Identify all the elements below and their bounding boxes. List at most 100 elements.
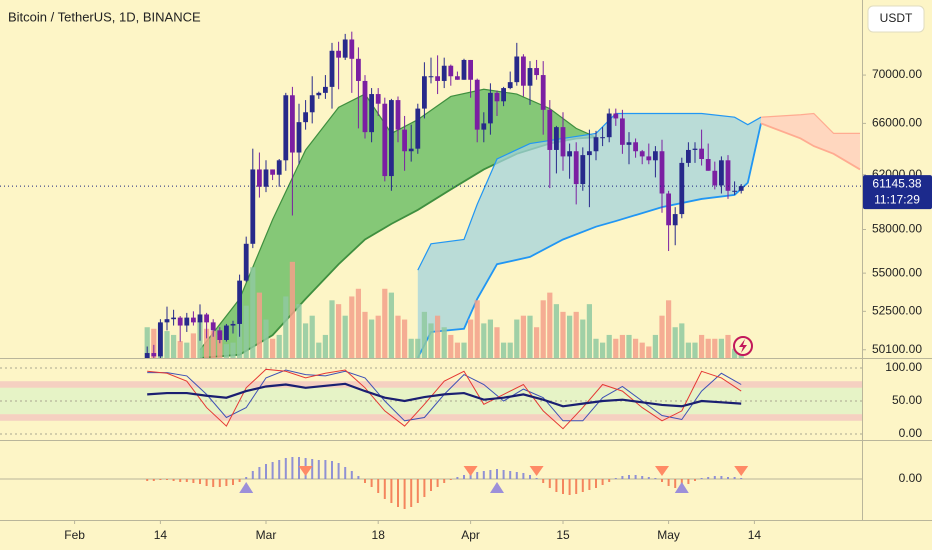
histogram-bar [733,477,736,479]
histogram-bar [628,475,630,479]
histogram-bar [311,459,314,479]
histogram-bar [548,479,551,488]
candle-body [177,317,183,326]
histogram-bar [166,479,168,480]
histogram-bar [515,472,518,479]
candle-body [501,88,506,102]
histogram-bar [397,479,399,507]
histogram-bar [476,472,479,479]
volume-bar [454,342,460,358]
histogram-bar [654,478,657,479]
volume-bar [428,323,434,358]
volume-bar [501,342,507,358]
cloud-upper [760,112,860,135]
cloud-fill [761,113,860,170]
candle-body [514,56,520,83]
volume-bar [692,342,698,358]
volume-bar [303,323,309,358]
candle-body [554,127,559,150]
currency-label[interactable]: USDT [880,11,913,25]
histogram-bar [317,460,320,479]
histogram-bar [284,458,287,479]
candle-body [560,127,566,157]
candle-body [725,160,731,191]
volume-bar [144,327,150,358]
volume-bar [534,327,540,358]
volume-bar [468,319,474,358]
volume-bar [461,342,467,358]
histogram-bar [383,479,386,499]
volume-bar [171,334,177,358]
candle-body [686,149,691,163]
candle-body [303,112,308,123]
x-tick-label: 15 [556,528,570,542]
x-tick-label: May [657,528,680,542]
histogram-bar [159,479,162,480]
histogram-bar [562,479,564,494]
volume-bar [474,300,480,358]
y-tick-label: 70000.00 [872,67,922,81]
candle-body [488,92,493,124]
buy-signal [674,482,689,493]
alert-icon-bolt[interactable] [739,339,747,353]
candle-body [342,39,348,58]
candle-body [362,80,368,133]
histogram-bar [364,479,366,483]
candle-body [375,94,381,104]
candle-body [653,151,658,161]
candle-body [309,95,315,113]
candle-body [237,280,242,324]
volume-bar [567,315,573,358]
candle-body [455,76,460,80]
candle-body [356,58,361,81]
histogram-bar [535,478,538,479]
histogram-bar [212,479,215,487]
volume-bar [507,342,513,358]
alert-icon[interactable] [733,336,753,356]
histogram-bar [667,479,670,486]
candle-body [448,65,454,77]
volume-bar [263,319,269,358]
y-tick-label: 50100.00 [872,342,922,356]
volume-bar [177,341,183,358]
histogram-bar [634,475,637,479]
histogram-bar [740,478,743,479]
volume-bar [336,304,342,358]
histogram-bar [463,475,465,479]
histogram-bar [172,479,175,481]
candle-body [626,142,632,145]
candle-body [263,169,269,187]
candle-body [468,59,473,80]
volume-bar [626,334,632,358]
histogram-bar [225,479,228,486]
candle-body [210,322,216,331]
histogram-bar [489,470,492,479]
volume-bar [441,327,447,358]
histogram-bar [245,477,248,479]
volume-bar [718,338,724,358]
buy-signal [239,482,254,493]
histogram-bar [674,479,677,488]
volume-bar [679,323,685,358]
volume-bar [606,334,612,358]
histogram-bar [661,479,663,482]
candle-body [276,160,282,175]
volume-bar [699,334,705,358]
histogram-bar [727,477,729,479]
histogram-bar [707,477,710,479]
candle-body [395,100,401,130]
histogram-bar [700,478,703,479]
candle-body [144,353,150,358]
candle-body [428,76,434,78]
histogram-bar [410,479,413,507]
volume-bar [210,331,216,358]
histogram-bar [694,479,696,481]
volume-bar [270,338,276,358]
histogram-bar [278,460,281,479]
candle-body [316,92,322,96]
histogram-bar [482,471,485,479]
currency-button[interactable] [867,5,925,33]
volume-bar [395,315,401,358]
volume-bar [494,327,500,358]
